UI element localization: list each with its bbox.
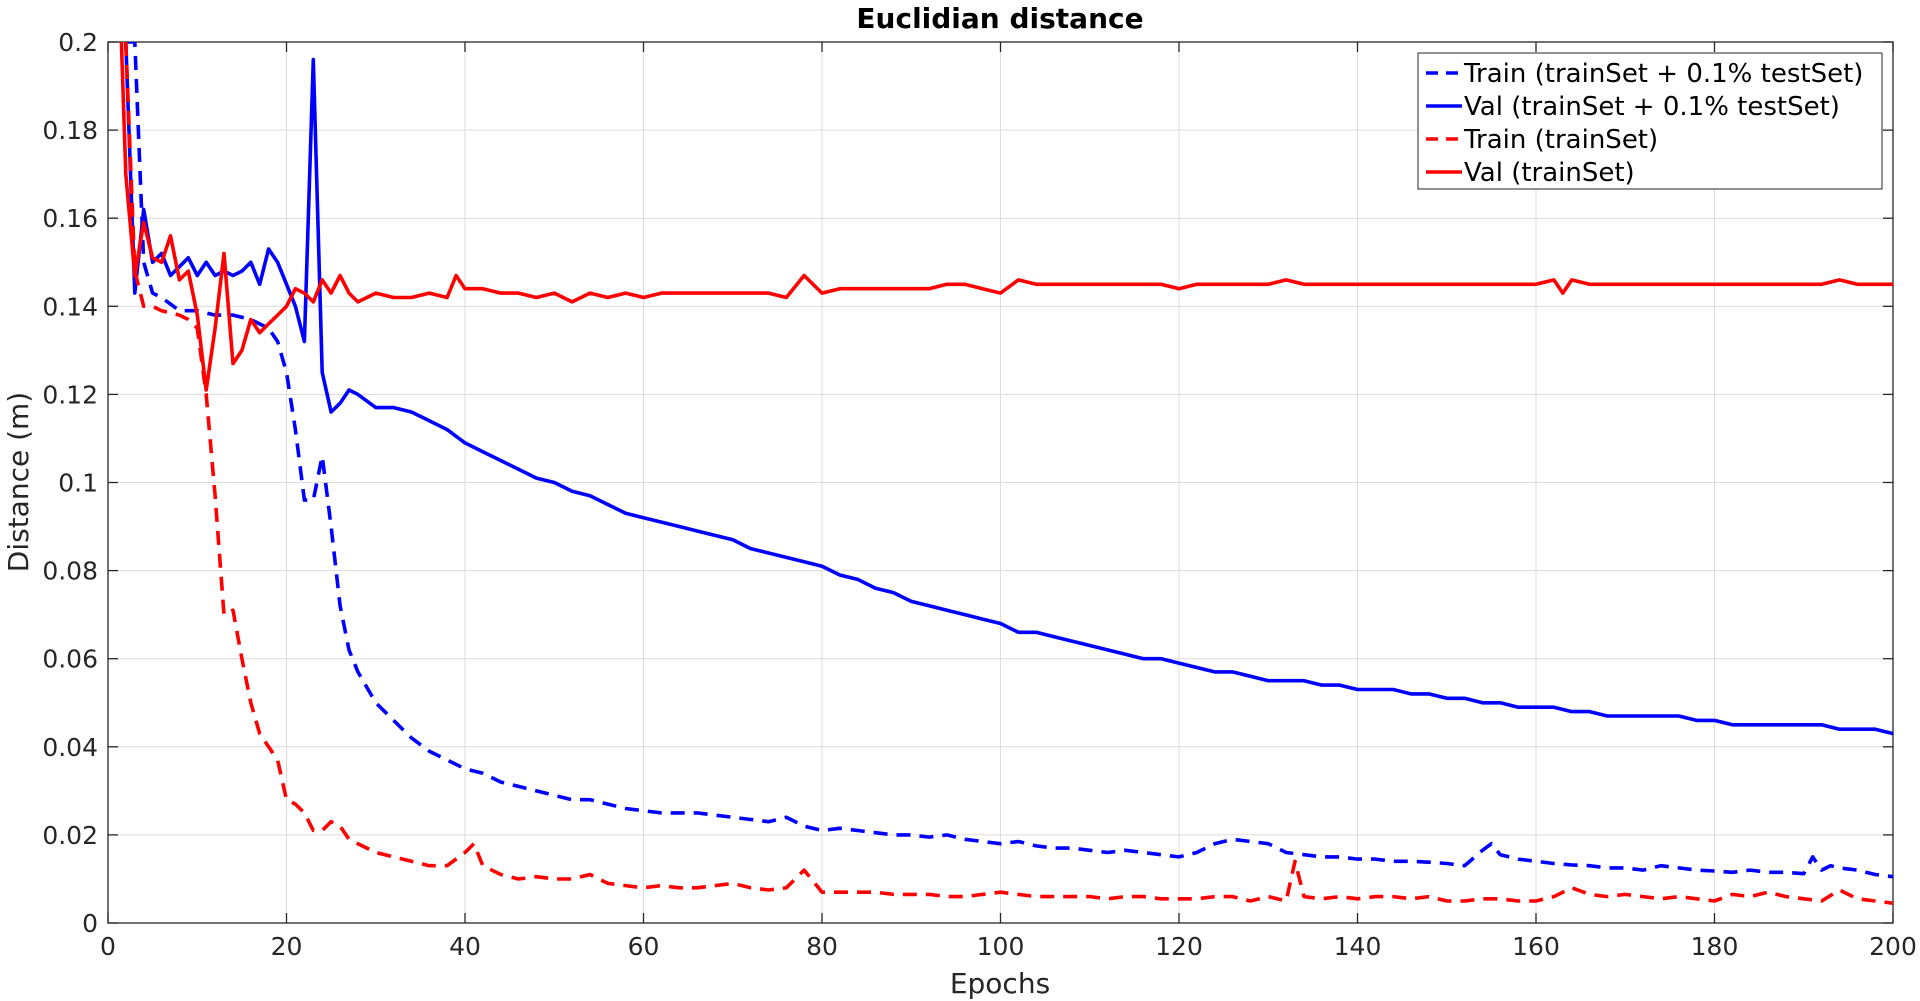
x-tick-label: 100 [977, 932, 1025, 961]
x-tick-label: 140 [1334, 932, 1382, 961]
y-axis-label: Distance (m) [2, 392, 35, 572]
series-layer [119, 42, 1893, 905]
series-line-1 [125, 42, 1893, 879]
x-tick-label: 160 [1512, 932, 1560, 961]
x-tick-label: 0 [100, 932, 116, 961]
y-tick-label: 0.06 [42, 645, 98, 674]
x-tick-label: 180 [1691, 932, 1739, 961]
legend-label-1: Train (trainSet + 0.1% testSet) [1463, 59, 1863, 89]
y-tick-label: 0.16 [42, 204, 98, 233]
y-tick-label: 0.18 [42, 116, 98, 145]
legend: Train (trainSet + 0.1% testSet)Val (trai… [1417, 52, 1883, 190]
legend-label-2: Val (trainSet + 0.1% testSet) [1464, 92, 1840, 122]
series-line-2 [124, 42, 1893, 736]
x-tick-label: 60 [628, 932, 660, 961]
x-axis-label: Epochs [950, 967, 1050, 1000]
chart-title: Euclidian distance [856, 2, 1143, 35]
y-tick-label: 0.14 [42, 292, 98, 321]
y-tick-label: 0.2 [58, 28, 98, 57]
y-tick-label: 0.02 [42, 821, 98, 850]
x-tick-label: 80 [806, 932, 838, 961]
series-line-4 [119, 42, 1893, 392]
y-tick-label: 0.08 [42, 557, 98, 586]
y-axis: 0 0.02 0.04 0.06 0.08 0.1 0.12 0.14 0.16 0.18 0.2 [42, 28, 1893, 938]
legend-box [1417, 52, 1883, 190]
x-axis: 0 20 40 60 80 100 120 140 160 180 200 [100, 42, 1917, 961]
series-line-3 [124, 42, 1893, 905]
x-tick-label: 40 [449, 932, 481, 961]
y-tick-label: 0.12 [42, 380, 98, 409]
y-tick-label: 0 [82, 909, 98, 938]
legend-label-4: Val (trainSet) [1464, 158, 1635, 188]
x-tick-label: 20 [271, 932, 303, 961]
y-tick-label: 0.04 [42, 733, 98, 762]
x-tick-label: 200 [1869, 932, 1917, 961]
x-tick-label: 120 [1155, 932, 1203, 961]
legend-label-3: Train (trainSet) [1463, 125, 1658, 155]
y-tick-label: 0.1 [58, 469, 98, 498]
